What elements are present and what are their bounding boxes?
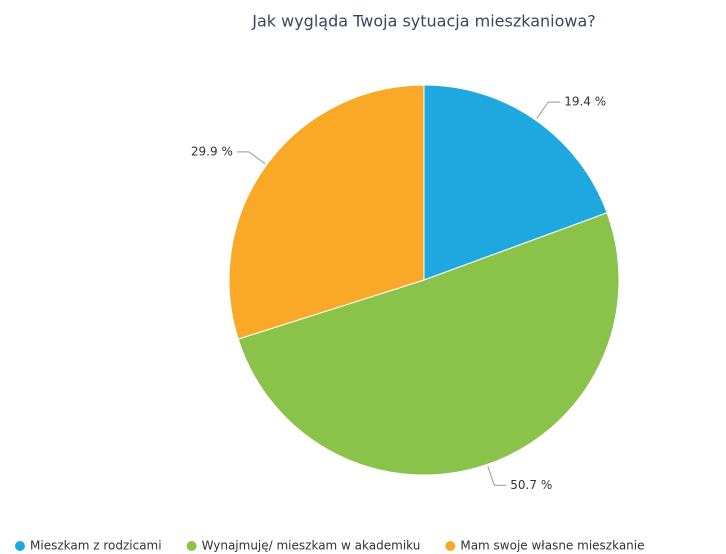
pie-slice <box>228 84 425 340</box>
legend-label: Wynajmuję/ mieszkam w akademiku <box>202 539 421 553</box>
legend-marker <box>15 541 25 551</box>
legend-marker <box>445 541 456 551</box>
data-label: 29.9 % <box>191 144 233 158</box>
chart-title: Jak wygląda Twoja sytuacja mieszkaniowa? <box>251 12 596 31</box>
pie-slice <box>237 212 620 476</box>
pie-slice <box>423 84 608 281</box>
data-label: 19.4 % <box>564 95 606 109</box>
leader-line <box>236 151 266 165</box>
legend-label: Mieszkam z rodzicami <box>30 539 162 553</box>
leader-line <box>487 466 507 486</box>
legend-marker <box>186 541 197 551</box>
leader-line <box>536 101 561 119</box>
data-label: 50.7 % <box>510 478 552 492</box>
legend-label: Mam swoje własne mieszkanie <box>460 539 644 553</box>
